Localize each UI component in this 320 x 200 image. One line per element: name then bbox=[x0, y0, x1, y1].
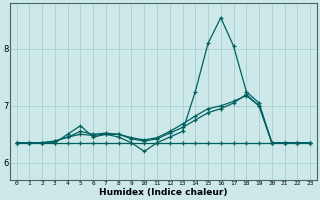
X-axis label: Humidex (Indice chaleur): Humidex (Indice chaleur) bbox=[99, 188, 228, 197]
